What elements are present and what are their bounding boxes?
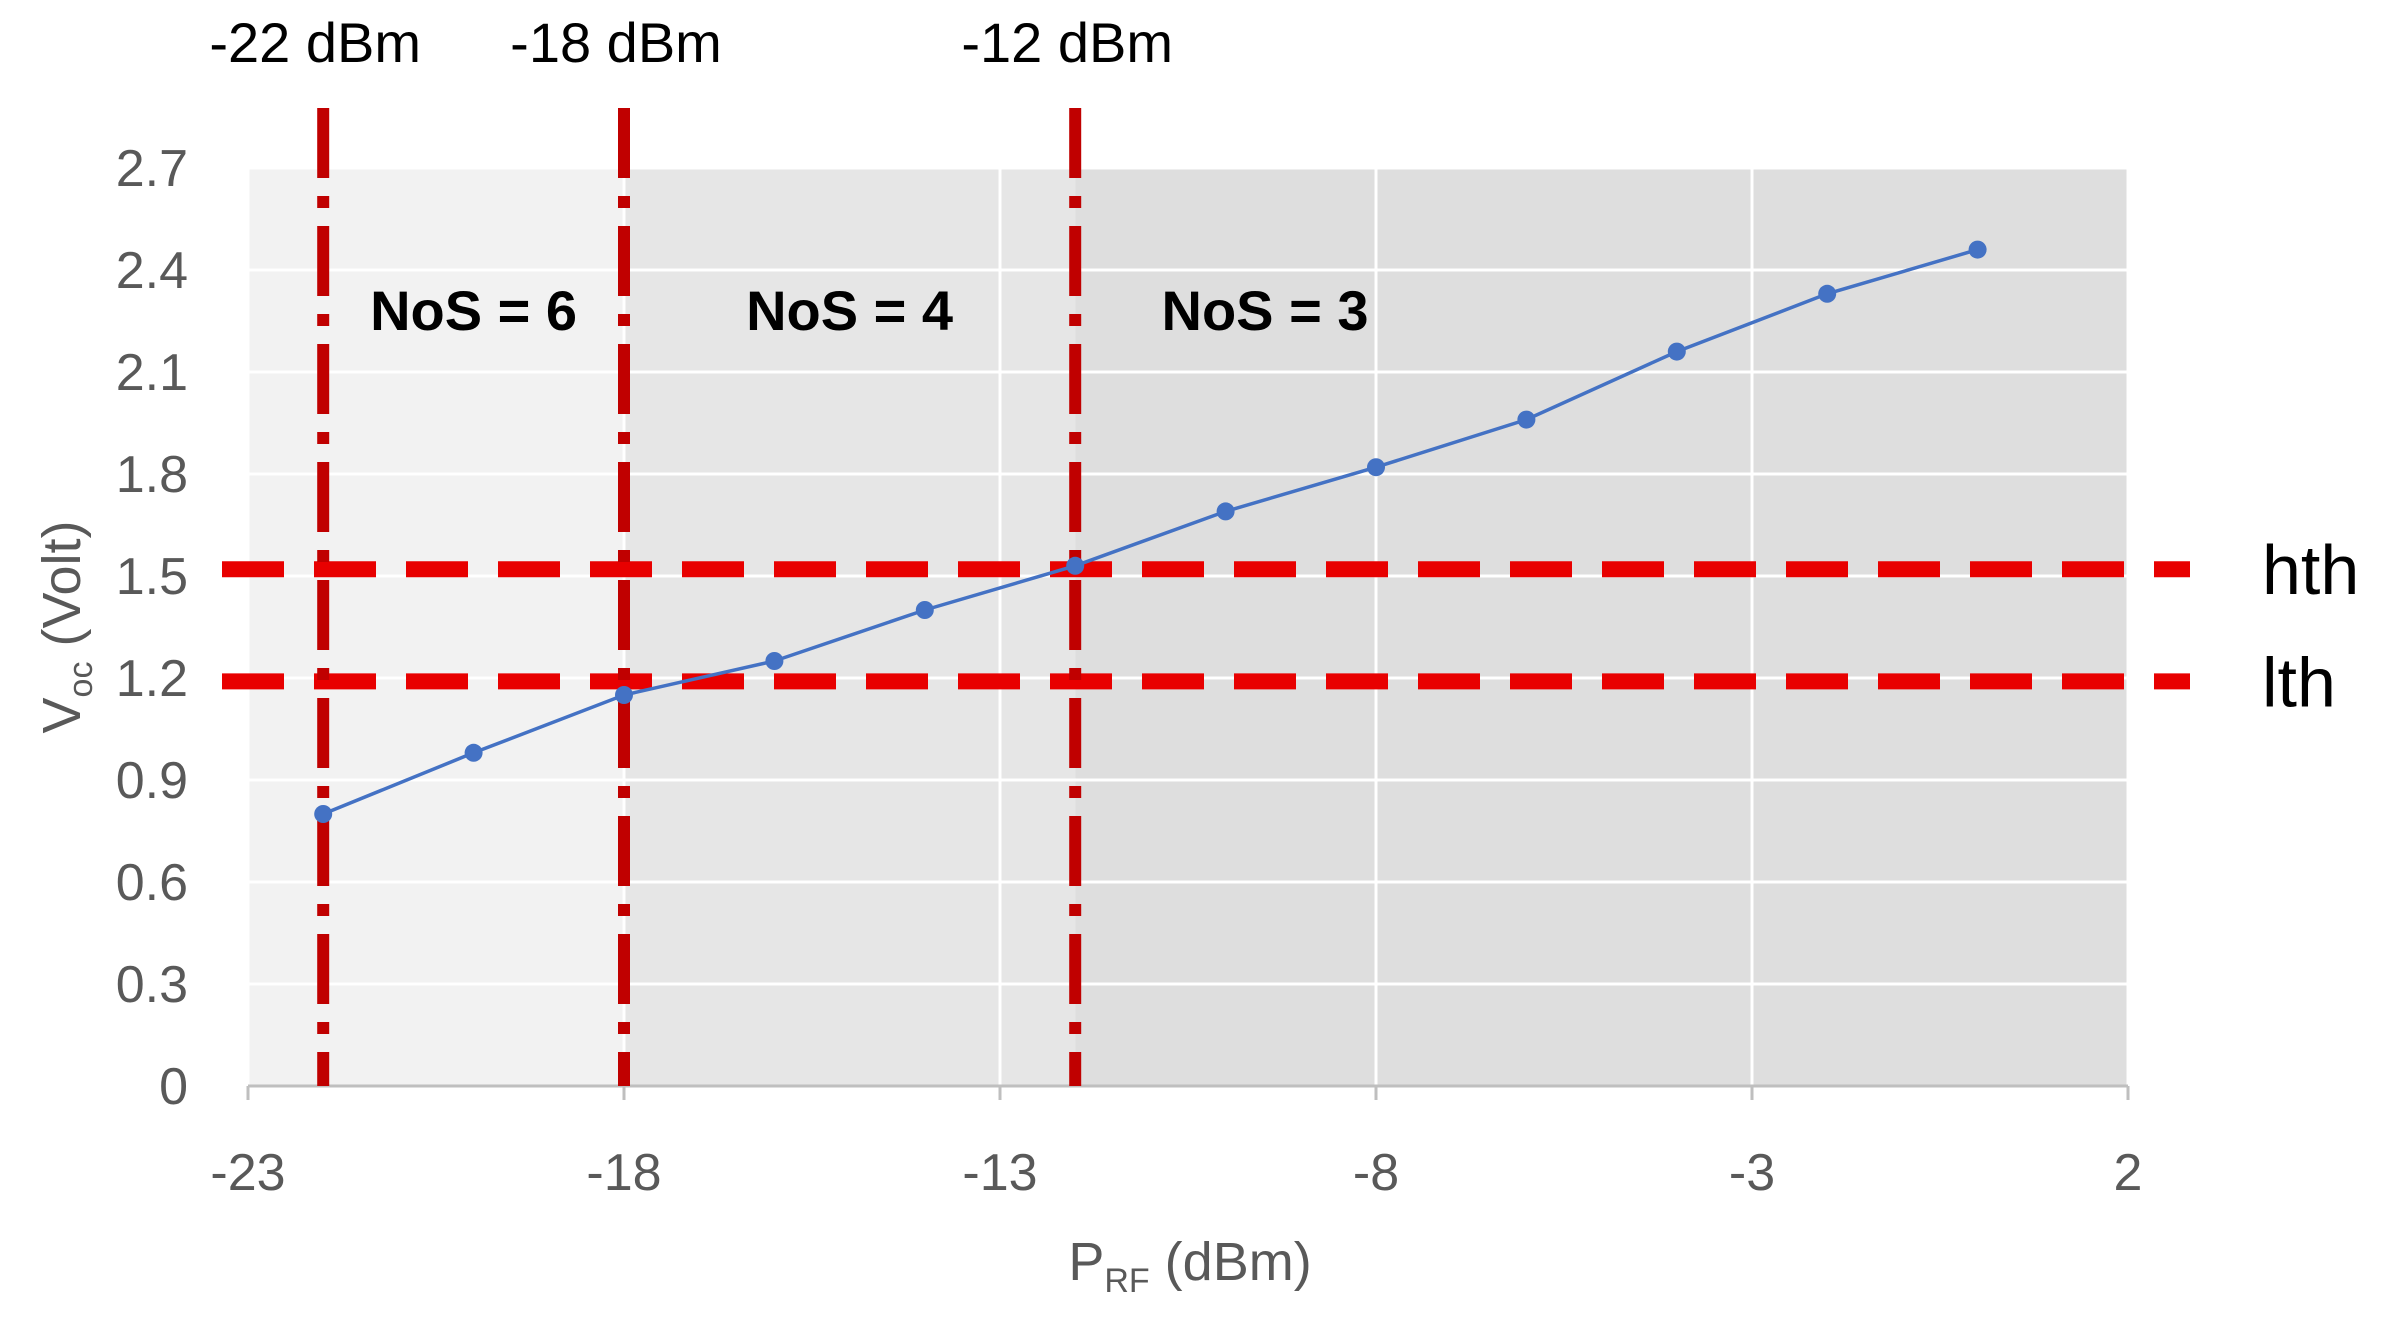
x-tick-label: -3 [1729, 1144, 1775, 1202]
x-tick-label: -13 [962, 1144, 1037, 1202]
data-point [1216, 502, 1235, 521]
y-tick-label: 2.7 [116, 140, 188, 198]
vertical-marker-label: -12 dBm [961, 11, 1173, 74]
x-axis-title: PRF (dBm) [1068, 1232, 1311, 1300]
zone-label: NoS = 4 [746, 279, 953, 342]
data-point [615, 686, 633, 704]
y-tick-label: 0.9 [116, 752, 188, 810]
threshold-label-hth: hth [2262, 531, 2359, 609]
zone-3-area [1075, 168, 2128, 1086]
series-line [322, 247, 1979, 816]
y-tick-label: 1.2 [116, 650, 188, 708]
vertical-marker-label: -18 dBm [510, 11, 722, 74]
data-point [1066, 556, 1085, 575]
data-point [314, 805, 333, 823]
data-point [1517, 410, 1536, 429]
threshold-label-lth: lth [2262, 643, 2336, 721]
chart-labels: hth lth -22 dBm -18 dBm -12 dBm NoS = 6 NoS = … [209, 11, 2359, 721]
x-tick-label: -18 [586, 1144, 661, 1202]
zone-label: NoS = 6 [370, 279, 577, 342]
zone-1-area [248, 168, 624, 1086]
y-tick-label: 1.5 [116, 548, 188, 606]
data-point [765, 652, 784, 670]
data-point [915, 601, 934, 619]
data-series [314, 240, 1987, 823]
y-tick-label: 0.3 [116, 956, 188, 1014]
axes: -23 -18 -13 -8 -3 2 0 0.3 0.6 0.9 1.2 1.5 1.8 2.1 2.4 2… [116, 140, 2143, 1202]
y-tick-label: 0.6 [116, 854, 188, 912]
y-tick-label: 1.8 [116, 446, 188, 504]
y-axis-title: Voc (Volt) [32, 521, 100, 734]
x-tick-label: -8 [1353, 1144, 1399, 1202]
vertical-markers [317, 108, 1082, 1086]
data-point [464, 743, 483, 762]
zone-label: NoS = 3 [1162, 279, 1369, 342]
data-point [1367, 458, 1385, 477]
data-point [1667, 342, 1686, 361]
threshold-lines [222, 561, 2190, 690]
x-tick-label: -23 [210, 1144, 285, 1202]
y-tick-label: 2.1 [116, 344, 188, 402]
vertical-marker-label: -22 dBm [209, 11, 421, 74]
data-point [1968, 240, 1987, 259]
y-tick-label: 2.4 [116, 242, 188, 300]
data-point [1818, 284, 1837, 303]
y-tick-label: 0 [159, 1058, 188, 1116]
x-tick-label: 2 [2114, 1144, 2143, 1202]
